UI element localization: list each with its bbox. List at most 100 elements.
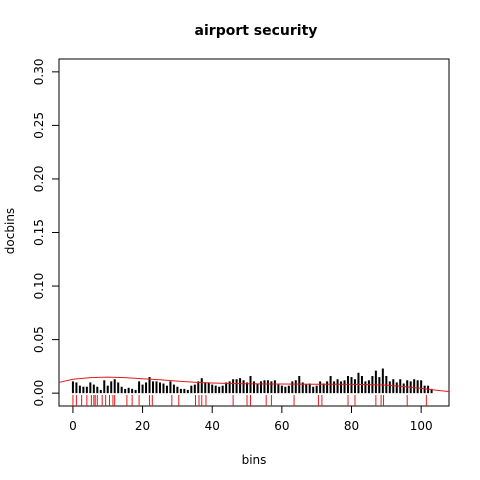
- y-tick-label: 0.15: [32, 219, 46, 246]
- bar: [172, 384, 175, 394]
- bar: [207, 382, 210, 394]
- y-tick-label: 0.20: [32, 166, 46, 193]
- bar: [158, 382, 161, 394]
- bar: [138, 381, 141, 394]
- bar: [197, 381, 200, 394]
- bar: [308, 383, 311, 394]
- bar: [242, 380, 245, 394]
- bar: [333, 381, 336, 394]
- bar: [291, 381, 294, 394]
- bar: [85, 386, 88, 394]
- bar: [127, 387, 130, 394]
- bar: [388, 381, 391, 394]
- bar: [287, 385, 290, 394]
- bar: [165, 385, 168, 394]
- bar: [193, 384, 196, 394]
- bar: [312, 386, 315, 394]
- y-tick-label: 0.10: [32, 273, 46, 300]
- bar: [162, 383, 165, 394]
- bar: [353, 379, 356, 394]
- bar: [301, 382, 304, 394]
- bar: [204, 382, 207, 394]
- bar: [211, 384, 214, 394]
- bar: [413, 379, 416, 394]
- y-tick-label: 0.05: [32, 326, 46, 353]
- bar-series: [71, 368, 433, 394]
- bar: [92, 384, 95, 394]
- bar: [106, 385, 109, 394]
- y-tick-label: 0.00: [32, 380, 46, 407]
- bar: [270, 381, 273, 394]
- density-curve: [58, 376, 450, 393]
- bar: [280, 385, 283, 394]
- bar: [392, 379, 395, 394]
- bar: [374, 370, 377, 394]
- bar: [326, 381, 329, 394]
- bar: [256, 383, 259, 394]
- bar: [176, 386, 179, 394]
- bar: [259, 381, 262, 394]
- bar: [228, 381, 231, 394]
- bar: [246, 382, 249, 394]
- bar: [430, 388, 433, 394]
- rug-series: [72, 395, 427, 406]
- chart-title: airport security: [195, 23, 318, 39]
- bar: [340, 381, 343, 394]
- bar: [232, 379, 235, 394]
- bar: [402, 383, 405, 394]
- bar: [273, 380, 276, 394]
- bar: [99, 389, 102, 394]
- bar: [218, 386, 221, 394]
- bar: [148, 377, 151, 394]
- bar: [183, 388, 186, 394]
- bar: [249, 376, 252, 394]
- bar: [284, 386, 287, 394]
- bar: [71, 381, 74, 394]
- plot-frame: [58, 58, 450, 407]
- bar: [134, 389, 137, 394]
- y-tick-label: 0.25: [32, 112, 46, 139]
- x-axis-label: bins: [242, 453, 267, 467]
- bar: [190, 385, 193, 394]
- bar: [75, 382, 78, 394]
- bar: [239, 378, 242, 394]
- bar: [263, 380, 266, 394]
- bar: [294, 380, 297, 394]
- bar: [357, 372, 360, 394]
- bar: [113, 379, 116, 394]
- axes-ticks: 0 20 40 60 80 100 0.00 0.05 0.10 0.15 0.20 0.25 0.30: [32, 58, 433, 433]
- bar: [420, 380, 423, 394]
- bar: [78, 385, 81, 394]
- bar: [416, 380, 419, 394]
- bar: [367, 380, 370, 394]
- bar: [266, 380, 269, 394]
- bar: [319, 381, 322, 394]
- bar: [395, 382, 398, 394]
- x-tick-label: 0: [69, 419, 77, 433]
- bar: [117, 382, 120, 394]
- bar: [364, 381, 367, 394]
- bar: [200, 378, 203, 394]
- bar: [315, 385, 318, 394]
- x-tick-label: 40: [205, 419, 220, 433]
- bar: [221, 385, 224, 394]
- bar: [155, 381, 158, 394]
- x-tick-label: 80: [344, 419, 359, 433]
- bar: [350, 377, 353, 394]
- bar: [322, 383, 325, 394]
- y-tick-label: 0.30: [32, 58, 46, 85]
- bar: [235, 379, 238, 394]
- bar: [305, 384, 308, 394]
- x-tick-label: 60: [274, 419, 289, 433]
- bar: [96, 386, 99, 394]
- bar: [225, 382, 228, 394]
- bar: [89, 382, 92, 394]
- bar: [103, 380, 106, 394]
- bar: [82, 386, 85, 394]
- bar: [385, 376, 388, 394]
- bar: [110, 381, 113, 394]
- bar: [124, 388, 127, 394]
- y-axis-label: docbins: [3, 208, 17, 254]
- bar: [343, 380, 346, 394]
